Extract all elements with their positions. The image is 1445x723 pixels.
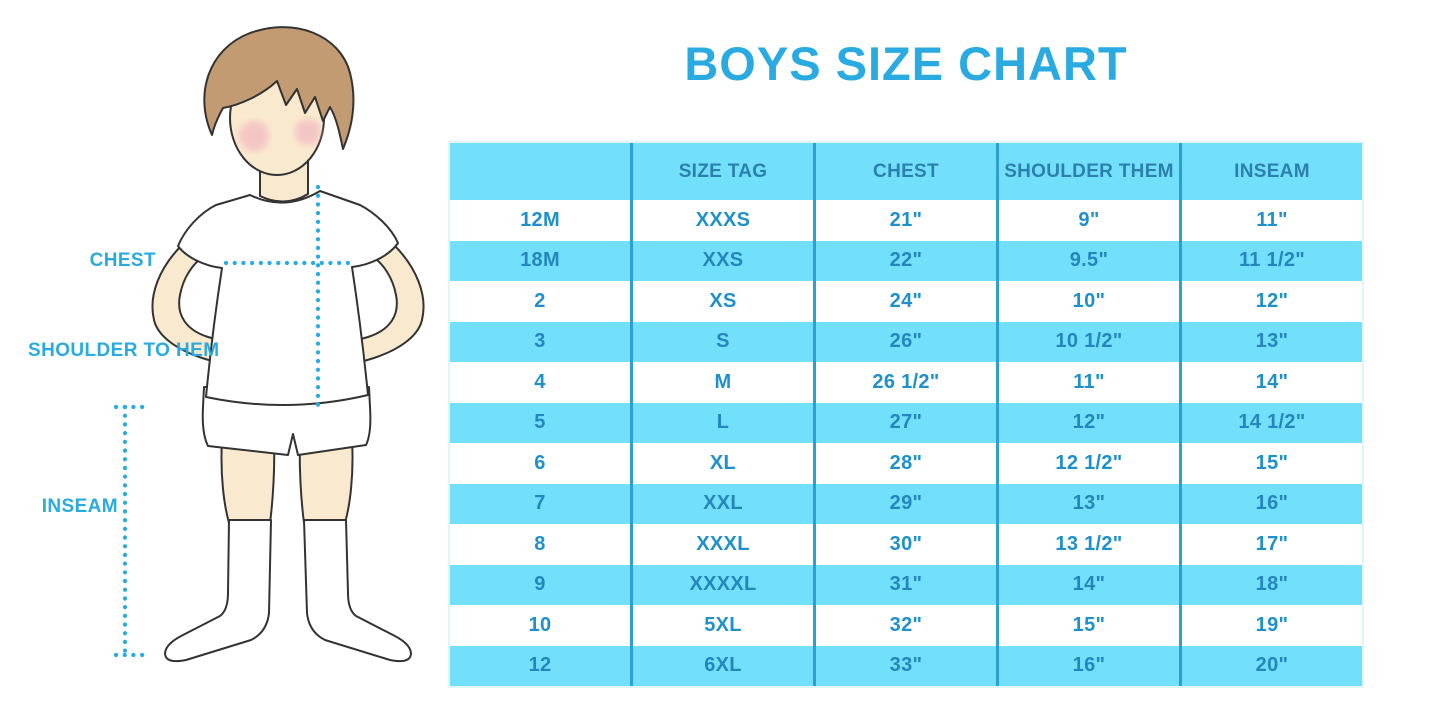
- size-chart-table: SIZE TAG CHEST SHOULDER THEM INSEAM 12M XXXS 2…: [450, 143, 1362, 686]
- value-cell: 13 1/2": [996, 524, 1179, 565]
- value-cell: 22": [813, 240, 996, 281]
- value-cell: XS: [630, 281, 813, 322]
- value-cell: XXXL: [630, 524, 813, 565]
- value-cell: 15": [996, 605, 1179, 646]
- size-cell: 9: [534, 573, 546, 596]
- value-cell: 14 1/2": [1179, 402, 1362, 443]
- value-cell: 26 1/2": [813, 362, 996, 403]
- table-row: 18M XXS 22" 9.5" 11 1/2": [450, 240, 1362, 281]
- header-cell: INSEAM: [1179, 143, 1362, 200]
- table-row: 4 M 26 1/2" 11" 14": [450, 362, 1362, 403]
- table-row: 5 L 27" 12" 14 1/2": [450, 402, 1362, 443]
- boy-left-sock: [164, 519, 272, 663]
- header-cell-empty: [450, 143, 630, 200]
- size-cell: 2: [534, 289, 546, 312]
- page-title: BOYS SIZE CHART: [684, 37, 1128, 90]
- size-cell: 6: [534, 451, 546, 474]
- table-header-row: SIZE TAG CHEST SHOULDER THEM INSEAM: [450, 143, 1362, 200]
- value-cell: 27": [813, 402, 996, 443]
- blush-left: [239, 121, 269, 151]
- value-cell: 28": [813, 443, 996, 484]
- boy-tshirt: [177, 190, 399, 407]
- value-cell: 9.5": [996, 240, 1179, 281]
- table-row: 7 XXL 29" 13" 16": [450, 483, 1362, 524]
- value-cell: 10 1/2": [996, 321, 1179, 362]
- value-cell: 11": [996, 362, 1179, 403]
- value-cell: XL: [630, 443, 813, 484]
- value-cell: 14": [996, 564, 1179, 605]
- header-cell: SHOULDER THEM: [996, 143, 1179, 200]
- value-cell: 16": [1179, 483, 1362, 524]
- size-cell: 5: [534, 411, 546, 434]
- table-row: 6 XL 28" 12 1/2" 15": [450, 443, 1362, 484]
- value-cell: 29": [813, 483, 996, 524]
- size-cell: 3: [534, 330, 546, 353]
- header-cell: SIZE TAG: [630, 143, 813, 200]
- value-cell: 17": [1179, 524, 1362, 565]
- table-row: 9 XXXXL 31" 14" 18": [450, 564, 1362, 605]
- size-cell: 7: [534, 492, 546, 515]
- value-cell: 6XL: [630, 645, 813, 686]
- value-cell: 13": [996, 483, 1179, 524]
- value-cell: 20": [1179, 645, 1362, 686]
- value-cell: 21": [813, 200, 996, 241]
- value-cell: 12": [1179, 281, 1362, 322]
- boy-hair: [203, 26, 355, 150]
- size-cell: 8: [534, 532, 546, 555]
- value-cell: 9": [996, 200, 1179, 241]
- chest-label: CHEST: [89, 250, 156, 271]
- value-cell: 14": [1179, 362, 1362, 403]
- size-cell: 4: [534, 370, 546, 393]
- value-cell: 15": [1179, 443, 1362, 484]
- value-cell: XXL: [630, 483, 813, 524]
- value-cell: 31": [813, 564, 996, 605]
- boy-figure-illustration: [113, 26, 425, 663]
- boy-right-sock: [303, 519, 412, 663]
- header-cell: CHEST: [813, 143, 996, 200]
- value-cell: 11 1/2": [1179, 240, 1362, 281]
- value-cell: S: [630, 321, 813, 362]
- value-cell: 30": [813, 524, 996, 565]
- size-cell: 18M: [520, 249, 560, 272]
- value-cell: 13": [1179, 321, 1362, 362]
- inseam-label: INSEAM: [41, 496, 118, 517]
- table-row: 3 S 26" 10 1/2" 13": [450, 321, 1362, 362]
- value-cell: 5XL: [630, 605, 813, 646]
- table-row: 10 5XL 32" 15" 19": [450, 605, 1362, 646]
- value-cell: 19": [1179, 605, 1362, 646]
- value-cell: 10": [996, 281, 1179, 322]
- value-cell: M: [630, 362, 813, 403]
- table-row: 12 6XL 33" 16" 20": [450, 645, 1362, 686]
- value-cell: 33": [813, 645, 996, 686]
- table-row: 8 XXXL 30" 13 1/2" 17": [450, 524, 1362, 565]
- value-cell: 11": [1179, 200, 1362, 241]
- table-row: 2 XS 24" 10" 12": [450, 281, 1362, 322]
- value-cell: XXXXL: [630, 564, 813, 605]
- value-cell: 12 1/2": [996, 443, 1179, 484]
- value-cell: XXXS: [630, 200, 813, 241]
- value-cell: 12": [996, 402, 1179, 443]
- value-cell: 26": [813, 321, 996, 362]
- blush-right: [295, 119, 321, 145]
- value-cell: XXS: [630, 240, 813, 281]
- value-cell: 32": [813, 605, 996, 646]
- size-cell: 10: [528, 613, 552, 636]
- value-cell: 18": [1179, 564, 1362, 605]
- size-cell: 12M: [520, 208, 560, 231]
- size-cell: 12: [528, 654, 552, 677]
- table-body: 12M XXXS 21" 9" 11" 18M XXS 22" 9.5" 11 1/2" 2 XS 24…: [450, 200, 1362, 686]
- value-cell: 16": [996, 645, 1179, 686]
- shoulder-to-hem-label: SHOULDER TO HEM: [28, 340, 220, 361]
- table-row: 12M XXXS 21" 9" 11": [450, 200, 1362, 241]
- value-cell: 24": [813, 281, 996, 322]
- value-cell: L: [630, 402, 813, 443]
